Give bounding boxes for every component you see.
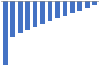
Bar: [92, 1, 97, 5]
Bar: [78, 1, 82, 11]
Bar: [55, 1, 60, 18]
Bar: [85, 1, 90, 8]
Bar: [48, 1, 52, 21]
Bar: [62, 1, 67, 16]
Bar: [10, 1, 15, 37]
Bar: [18, 1, 22, 33]
Bar: [25, 1, 30, 30]
Bar: [3, 1, 8, 65]
Bar: [33, 1, 38, 27]
Bar: [40, 1, 45, 24]
Bar: [70, 1, 75, 13]
